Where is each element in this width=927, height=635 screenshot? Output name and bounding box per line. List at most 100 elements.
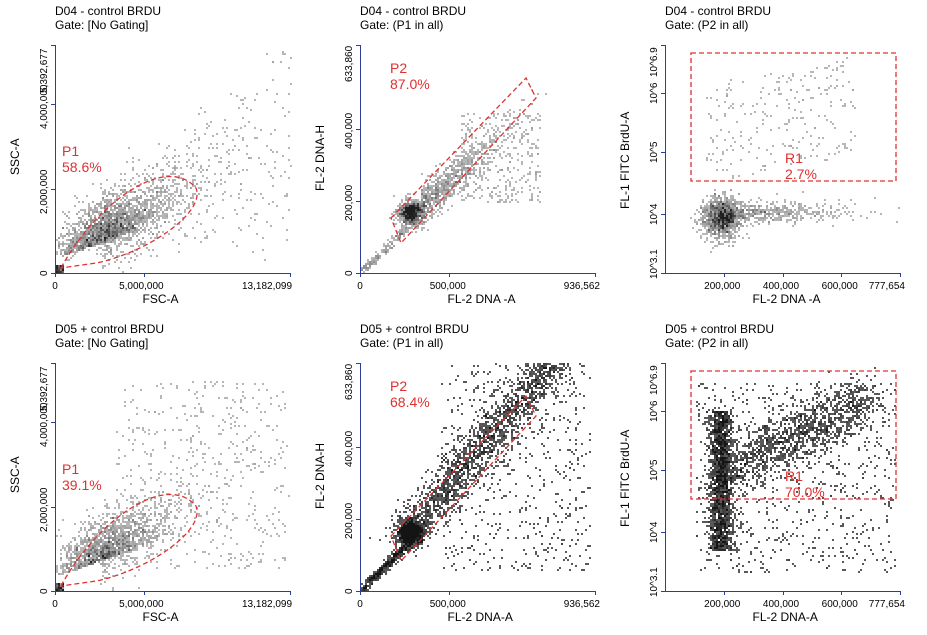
- density-cell: [116, 519, 118, 521]
- density-cell: [96, 207, 98, 209]
- density-cell: [728, 233, 730, 235]
- density-cell: [222, 499, 224, 501]
- density-cell: [128, 419, 130, 421]
- density-cell: [445, 185, 447, 187]
- density-cell: [433, 193, 435, 195]
- density-cell: [521, 191, 523, 193]
- density-cell: [411, 231, 413, 233]
- density-cell: [158, 523, 160, 525]
- density-cell: [120, 225, 122, 227]
- density-cell: [94, 557, 96, 559]
- density-cell: [816, 213, 818, 215]
- density-cell: [56, 265, 58, 267]
- density-cell: [712, 223, 714, 225]
- density-cell: [144, 221, 146, 223]
- density-cell: [465, 175, 467, 177]
- density-cell: [531, 197, 533, 199]
- density-cell: [714, 193, 716, 195]
- gate-region[interactable]: [390, 76, 537, 245]
- density-cell: [66, 571, 68, 573]
- density-cell: [174, 155, 176, 157]
- density-cell: [114, 527, 116, 529]
- density-cell: [435, 187, 437, 189]
- gate-region[interactable]: [59, 493, 198, 587]
- density-cell: [236, 213, 238, 215]
- density-cell: [712, 233, 714, 235]
- density-cell: [106, 227, 108, 229]
- density-cell: [176, 387, 178, 389]
- density-cell: [134, 543, 136, 545]
- density-cell: [535, 177, 537, 179]
- density-cell: [447, 193, 449, 195]
- density-cell: [726, 231, 728, 233]
- density-cell: [226, 151, 228, 153]
- density-cell: [82, 243, 84, 245]
- density-cell: [429, 195, 431, 197]
- density-cell: [529, 171, 531, 173]
- density-cell: [479, 143, 481, 145]
- density-cell: [198, 139, 200, 141]
- y-tick-mark: [51, 45, 55, 46]
- density-cell: [118, 507, 120, 509]
- density-cell: [535, 179, 537, 181]
- density-cell: [94, 215, 96, 217]
- density-cell: [479, 169, 481, 171]
- gate-region[interactable]: [59, 175, 198, 269]
- density-cell: [178, 201, 180, 203]
- plot-area: [360, 45, 596, 274]
- density-cell: [128, 555, 130, 557]
- density-cell: [395, 209, 397, 211]
- density-cell: [712, 209, 714, 211]
- density-cell: [130, 545, 132, 547]
- density-cell: [144, 243, 146, 245]
- density-cell: [102, 563, 104, 565]
- density-cell: [118, 533, 120, 535]
- density-cell: [98, 221, 100, 223]
- density-cell: [712, 213, 714, 215]
- density-cell: [854, 107, 856, 109]
- gate-region[interactable]: [690, 52, 897, 182]
- density-cell: [427, 201, 429, 203]
- density-cell: [92, 219, 94, 221]
- density-cell: [232, 415, 234, 417]
- density-cell: [431, 173, 433, 175]
- density-cell: [144, 193, 146, 195]
- density-cell: [132, 531, 134, 533]
- density-cell: [156, 205, 158, 207]
- density-cell: [798, 209, 800, 211]
- density-cell: [463, 185, 465, 187]
- density-cell: [110, 237, 112, 239]
- density-cell: [150, 455, 152, 457]
- density-cell: [112, 233, 114, 235]
- density-cell: [712, 141, 714, 143]
- density-cell: [421, 209, 423, 211]
- y-tick-mark: [51, 422, 55, 424]
- density-cell: [154, 537, 156, 539]
- density-cell: [234, 461, 236, 463]
- density-cell: [441, 193, 443, 195]
- density-cell: [112, 221, 114, 223]
- density-cell: [190, 511, 192, 513]
- density-cell: [134, 535, 136, 537]
- density-cell: [182, 483, 184, 485]
- density-cell: [429, 513, 431, 515]
- density-cell: [96, 239, 98, 241]
- density-cell: [128, 183, 130, 185]
- density-cell: [437, 191, 439, 193]
- density-cell: [728, 83, 730, 85]
- density-cell: [90, 529, 92, 531]
- density-cell: [146, 519, 148, 521]
- density-cell: [507, 129, 509, 131]
- density-cell: [411, 227, 413, 229]
- density-cell: [198, 533, 200, 535]
- density-cell: [702, 233, 704, 235]
- density-cell: [760, 209, 762, 211]
- density-cell: [172, 181, 174, 183]
- density-cell: [770, 129, 772, 131]
- density-cell: [168, 197, 170, 199]
- density-cell: [383, 243, 385, 245]
- density-cell: [710, 137, 712, 139]
- density-cell: [146, 517, 148, 519]
- density-cell: [190, 213, 192, 215]
- density-cell: [742, 215, 744, 217]
